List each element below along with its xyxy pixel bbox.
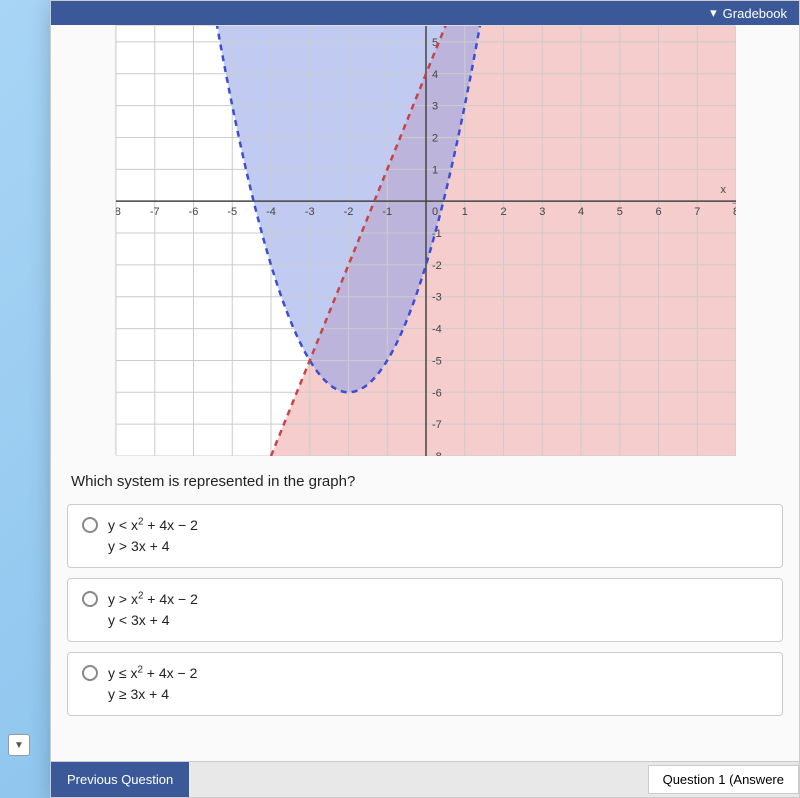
header-bar: ▾ Gradebook <box>51 1 799 25</box>
svg-text:-3: -3 <box>305 206 315 218</box>
svg-text:7: 7 <box>694 206 700 218</box>
content-area: x→-8-7-6-5-4-3-2-112345678-8-7-6-5-4-3-2… <box>51 25 799 761</box>
svg-text:8: 8 <box>733 206 736 218</box>
graph-svg: x→-8-7-6-5-4-3-2-112345678-8-7-6-5-4-3-2… <box>116 26 736 456</box>
radio-icon <box>82 517 98 533</box>
svg-text:1: 1 <box>462 206 468 218</box>
option-line2: y ≥ 3x + 4 <box>108 684 197 705</box>
svg-text:0: 0 <box>432 206 438 218</box>
option-line2: y < 3x + 4 <box>108 610 198 631</box>
svg-text:3: 3 <box>432 101 438 113</box>
svg-text:-8: -8 <box>432 451 442 456</box>
radio-icon <box>82 665 98 681</box>
answer-option-2[interactable]: y > x2 + 4x − 2 y < 3x + 4 <box>67 578 783 642</box>
svg-text:-2: -2 <box>432 260 442 272</box>
radio-icon <box>82 591 98 607</box>
option-line1: y > x2 + 4x − 2 <box>108 589 198 610</box>
answer-option-3[interactable]: y ≤ x2 + 4x − 2 y ≥ 3x + 4 <box>67 652 783 716</box>
svg-text:-4: -4 <box>432 324 442 336</box>
svg-text:2: 2 <box>500 206 506 218</box>
svg-text:6: 6 <box>655 206 661 218</box>
option-line1: y ≤ x2 + 4x − 2 <box>108 663 197 684</box>
svg-text:-4: -4 <box>266 206 276 218</box>
option-text: y < x2 + 4x − 2 y > 3x + 4 <box>108 515 198 557</box>
svg-text:-6: -6 <box>432 387 442 399</box>
question-status: Question 1 (Answere <box>648 765 799 794</box>
svg-text:-2: -2 <box>344 206 354 218</box>
svg-text:-1: -1 <box>382 206 392 218</box>
collapse-toggle[interactable]: ▼ <box>8 734 30 756</box>
svg-text:-7: -7 <box>432 419 442 431</box>
svg-text:2: 2 <box>432 132 438 144</box>
option-text: y ≤ x2 + 4x − 2 y ≥ 3x + 4 <box>108 663 197 705</box>
svg-text:4: 4 <box>578 206 584 218</box>
svg-text:3: 3 <box>539 206 545 218</box>
gradebook-link[interactable]: Gradebook <box>723 6 787 21</box>
inequality-graph: x→-8-7-6-5-4-3-2-112345678-8-7-6-5-4-3-2… <box>115 25 735 455</box>
svg-text:-6: -6 <box>189 206 199 218</box>
answer-option-1[interactable]: y < x2 + 4x − 2 y > 3x + 4 <box>67 504 783 568</box>
svg-text:5: 5 <box>617 206 623 218</box>
quiz-window: ▾ Gradebook x→-8-7-6-5-4-3-2-112345678-8… <box>50 0 800 798</box>
option-line1: y < x2 + 4x − 2 <box>108 515 198 536</box>
previous-question-button[interactable]: Previous Question <box>51 762 189 797</box>
svg-text:-5: -5 <box>227 206 237 218</box>
svg-text:-5: -5 <box>432 355 442 367</box>
svg-text:-3: -3 <box>432 292 442 304</box>
svg-text:x: x <box>721 184 727 196</box>
svg-text:-7: -7 <box>150 206 160 218</box>
question-prompt: Which system is represented in the graph… <box>71 473 779 490</box>
caret-down-icon: ▾ <box>710 5 717 21</box>
svg-text:4: 4 <box>432 69 438 81</box>
option-line2: y > 3x + 4 <box>108 536 198 557</box>
option-text: y > x2 + 4x − 2 y < 3x + 4 <box>108 589 198 631</box>
footer-bar: Previous Question Question 1 (Answere <box>51 761 799 797</box>
svg-text:1: 1 <box>432 164 438 176</box>
svg-text:-8: -8 <box>116 206 121 218</box>
